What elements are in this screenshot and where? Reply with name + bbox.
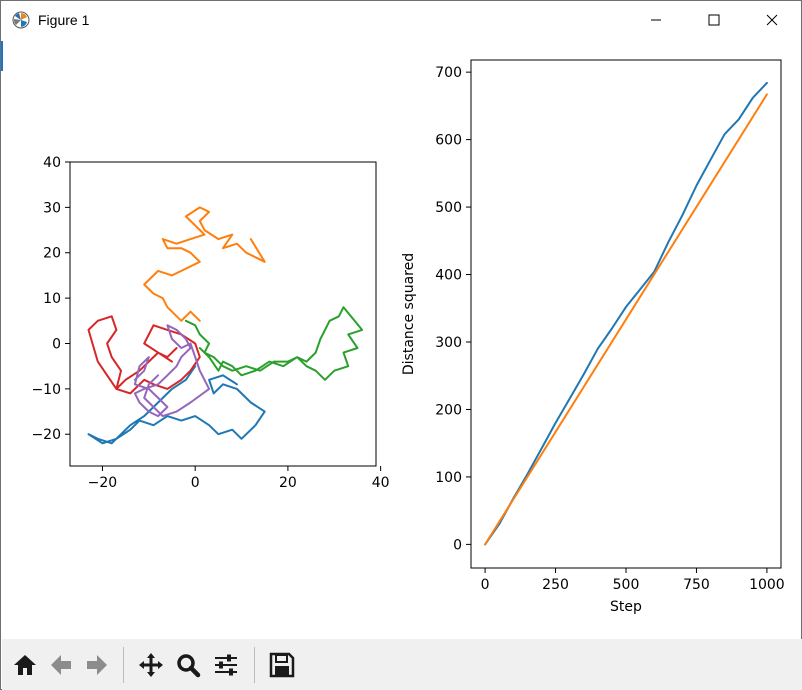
series-line-1 <box>484 93 768 546</box>
forward-arrow-icon <box>87 655 107 675</box>
y-tick-label: 10 <box>43 291 61 307</box>
y-tick-label: 400 <box>435 268 462 284</box>
series-line-4 <box>133 324 211 418</box>
x-tick-label: −20 <box>88 475 118 491</box>
y-tick-label: 700 <box>435 65 462 81</box>
x-tick-label: 0 <box>481 577 490 593</box>
figure-canvas[interactable]: −20 0 20 40 −20 −10 0 10 20 30 40 0 250 500 750 1000 0 1… <box>3 41 801 639</box>
x-tick-label: 20 <box>279 475 297 491</box>
x-tick-label: 750 <box>683 577 710 593</box>
y-tick-label: −10 <box>31 382 61 398</box>
series-line-0 <box>87 365 266 445</box>
y-tick-label: 20 <box>43 246 61 262</box>
x-tick-label: 1000 <box>749 577 785 593</box>
y-tick-label: −20 <box>31 427 61 443</box>
y-tick-label: 200 <box>435 402 462 418</box>
forward-button[interactable] <box>81 646 113 684</box>
navigation-toolbar <box>2 639 802 690</box>
window-edge-accent <box>1 41 3 71</box>
maximize-button[interactable] <box>685 1 743 39</box>
y-tick-label: 100 <box>435 470 462 486</box>
matplotlib-app-icon <box>12 11 30 29</box>
x-axis-label: Step <box>610 599 642 615</box>
window-title: Figure 1 <box>38 12 90 28</box>
y-tick-label: 40 <box>43 155 61 171</box>
x-tick-label: 500 <box>613 577 640 593</box>
minimize-button[interactable] <box>627 1 685 39</box>
back-arrow-icon <box>51 655 71 675</box>
close-icon <box>766 14 778 26</box>
y-tick-label: 300 <box>435 335 462 351</box>
y-tick-label: 0 <box>52 336 61 352</box>
minimize-icon <box>651 19 661 21</box>
zoom-button[interactable] <box>172 646 204 684</box>
home-button[interactable] <box>9 646 41 684</box>
x-tick-label: 0 <box>191 475 200 491</box>
random-walk-axes: −20 0 20 40 −20 −10 0 10 20 30 40 <box>31 155 389 491</box>
save-button[interactable] <box>266 646 298 684</box>
x-tick-label: 250 <box>542 577 569 593</box>
zoom-icon <box>177 654 201 678</box>
series-line-1 <box>143 206 266 322</box>
toolbar-separator <box>254 647 255 683</box>
back-button[interactable] <box>45 646 77 684</box>
y-tick-label: 0 <box>453 537 462 553</box>
pan-button[interactable] <box>135 646 167 684</box>
y-tick-label: 30 <box>43 200 61 216</box>
series-line-2 <box>184 306 364 381</box>
close-button[interactable] <box>743 1 801 39</box>
configure-subplots-icon <box>215 654 237 676</box>
maximize-icon <box>708 14 720 26</box>
series-line-0 <box>484 81 768 546</box>
home-icon <box>14 655 36 675</box>
pan-icon <box>139 653 163 677</box>
title-bar[interactable]: Figure 1 <box>1 1 801 39</box>
toolbar-separator <box>123 647 124 683</box>
y-tick-label: 600 <box>435 133 462 149</box>
figure-svg: −20 0 20 40 −20 −10 0 10 20 30 40 0 250 500 750 1000 0 1… <box>31 59 785 615</box>
distance-squared-axes: 0 250 500 750 1000 0 100 200 300 400 500 600 700 Step… <box>401 59 785 615</box>
save-icon <box>269 652 295 678</box>
x-tick-label: 40 <box>372 475 390 491</box>
axes-frame <box>69 161 377 467</box>
configure-subplots-button[interactable] <box>210 646 242 684</box>
y-tick-label: 500 <box>435 200 462 216</box>
y-axis-label: Distance squared <box>401 253 417 375</box>
